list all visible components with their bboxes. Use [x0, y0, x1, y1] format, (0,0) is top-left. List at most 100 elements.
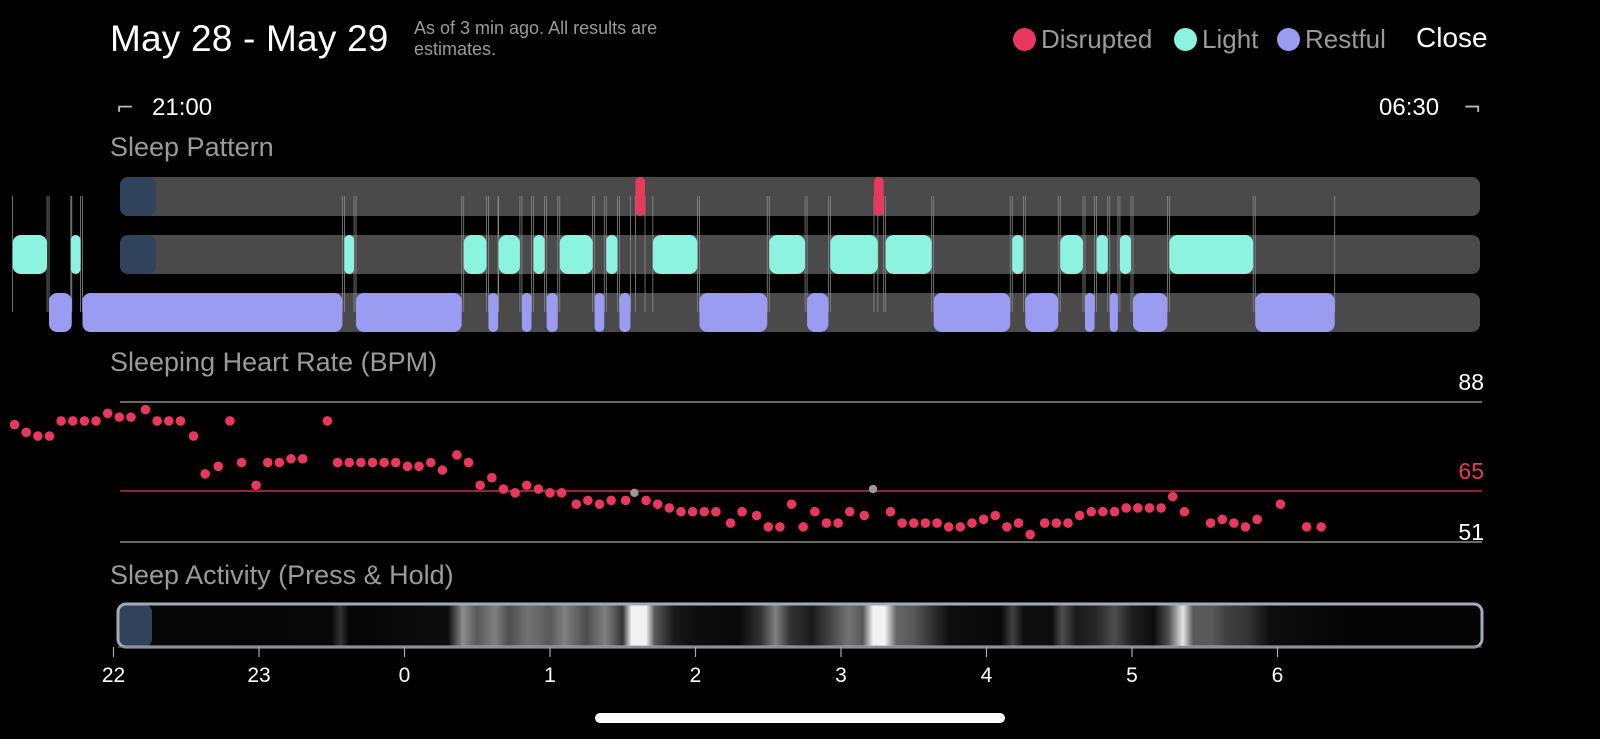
min-value: 51: [1458, 519, 1484, 545]
heart-rate-point: [1002, 522, 1012, 532]
heart-rate-point: [1109, 506, 1120, 517]
restful-segment: [1025, 293, 1059, 332]
heart-rate-point: [943, 522, 954, 532]
start-time[interactable]: 21:00: [152, 94, 213, 121]
heart-rate-point: [620, 495, 631, 506]
heart-rate-point: [1156, 503, 1166, 513]
heart-rate-point: [274, 457, 285, 468]
heart-rate-point: [213, 461, 224, 472]
heart-rate-point: [844, 506, 855, 517]
restful-segment: [619, 293, 631, 332]
light-segment: [1012, 235, 1024, 274]
restful-segment: [699, 293, 768, 332]
heart-rate-chart[interactable]: 88 65 51: [9, 369, 1484, 545]
heart-rate-point: [67, 416, 78, 426]
heart-rate-point: [664, 503, 675, 513]
activity-pre-shade: [118, 604, 152, 647]
heart-rate-point: [897, 518, 907, 528]
heart-rate-point: [1316, 522, 1326, 532]
axis-tick-label: 0: [399, 664, 411, 687]
heart-rate-point: [775, 522, 785, 532]
heart-rate-point: [594, 499, 605, 509]
light-segment: [1096, 235, 1108, 274]
sleep-pattern-chart[interactable]: [12, 177, 1480, 332]
heart-rate-point: [33, 431, 43, 441]
heart-rate-point: [21, 427, 32, 438]
heart-rate-point: [1179, 506, 1190, 517]
heart-rate-point: [102, 408, 113, 419]
heart-rate-point: [571, 499, 581, 509]
heart-rate-point: [91, 416, 101, 426]
heart-rate-point: [463, 457, 474, 468]
heart-rate-point: [725, 518, 736, 528]
restful-segment: [82, 293, 343, 332]
heart-rate-point: [1086, 506, 1097, 517]
heart-rate-point: [687, 506, 698, 517]
heart-rate-point: [163, 416, 174, 426]
pre-sleep-shade-disrupted: [120, 177, 156, 216]
heart-rate-point: [188, 431, 199, 441]
disrupted-segment: [874, 177, 884, 216]
heart-rate-point: [251, 480, 261, 491]
heart-rate-point: [955, 522, 966, 532]
restful-segment: [807, 293, 829, 332]
heart-rate-point: [1144, 503, 1155, 513]
heart-rate-point: [344, 457, 355, 468]
disrupted-segments: [635, 177, 884, 216]
light-segment: [12, 235, 48, 274]
light-segment: [769, 235, 806, 274]
heart-rate-point: [414, 461, 424, 472]
heart-rate-point: [1098, 506, 1108, 517]
restful-segment: [356, 293, 462, 332]
restful-segment: [1133, 293, 1168, 332]
home-indicator[interactable]: [595, 713, 1005, 723]
axis-tick-label: 22: [102, 664, 125, 687]
axis-tick-label: 23: [247, 664, 270, 687]
heart-rate-point: [533, 484, 544, 494]
heart-rate-point: [751, 510, 762, 521]
restful-segment: [546, 293, 558, 332]
light-segment: [885, 235, 932, 274]
heart-rate-point: [641, 495, 651, 506]
heart-rate-point: [932, 518, 942, 528]
heart-rate-point: [402, 461, 413, 472]
heart-rate-point: [810, 506, 820, 517]
status-subtitle: As of 3 min ago. All results are estimat…: [414, 18, 658, 59]
avg-value: 65: [1458, 458, 1484, 484]
heart-rate-point: [332, 457, 343, 468]
start-bracket-icon[interactable]: ⌐: [116, 96, 135, 121]
heart-rate-point: [1133, 503, 1143, 513]
heart-rate-point: [79, 416, 90, 426]
light-segment: [1169, 235, 1254, 274]
heart-rate-point: [833, 518, 843, 528]
heart-rate-point: [367, 457, 378, 468]
heart-rate-point: [262, 457, 273, 468]
sleep-activity-label: Sleep Activity (Press & Hold): [110, 560, 454, 590]
end-bracket-icon[interactable]: ¬: [1463, 96, 1482, 121]
heart-rate-point: [920, 518, 931, 528]
heart-rate-point: [606, 495, 616, 506]
sleep-activity-bar[interactable]: [116, 602, 1484, 649]
heart-rate-point: [885, 506, 896, 517]
heart-rate-point: [44, 431, 55, 441]
axis-tick-label: 1: [544, 664, 556, 687]
close-button[interactable]: Close: [1416, 22, 1488, 53]
end-time[interactable]: 06:30: [1379, 94, 1440, 121]
heart-rate-point: [1167, 491, 1178, 502]
heart-rate-point: [763, 522, 774, 532]
legend-item-restful: Restful: [1277, 24, 1386, 55]
heart-rate-point: [521, 480, 532, 491]
heart-rate-point: [286, 453, 296, 464]
pre-sleep-shade-light: [120, 235, 156, 274]
heart-rate-point: [1252, 514, 1262, 525]
heart-rate-point: [437, 465, 448, 475]
heart-rate-point: [425, 457, 436, 468]
heart-rate-point: [1301, 522, 1312, 532]
heart-rate-point: [967, 518, 977, 528]
axis-tick-label: 4: [981, 664, 993, 687]
heart-rate-point: [676, 506, 686, 517]
heart-rate-point: [737, 506, 747, 517]
heart-rate-point: [475, 480, 485, 491]
heart-rate-point: [652, 499, 663, 509]
